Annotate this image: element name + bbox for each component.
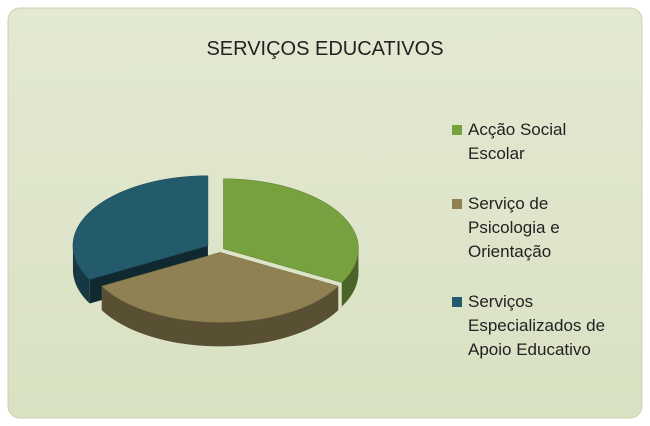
slice-side bbox=[72, 245, 90, 304]
legend-item: Acção Social Escolar bbox=[452, 118, 617, 166]
legend-label: Serviços Especializados de Apoio Educati… bbox=[468, 292, 606, 359]
legend-swatch bbox=[452, 199, 462, 209]
legend-label: Serviço de Psicologia e Orientação bbox=[468, 194, 560, 261]
slice-side bbox=[101, 286, 339, 347]
chart-title: SERVIÇOS EDUCATIVOS bbox=[206, 38, 443, 60]
legend: Acção Social Escolar Serviço de Psicologi… bbox=[452, 118, 617, 388]
legend-item: Serviço de Psicologia e Orientação bbox=[452, 192, 617, 264]
slice bbox=[72, 175, 209, 280]
legend-item: Serviços Especializados de Apoio Educati… bbox=[452, 290, 617, 362]
slice-side bbox=[341, 248, 359, 307]
slice bbox=[223, 178, 359, 283]
legend-swatch bbox=[452, 297, 462, 307]
legend-label: Acção Social Escolar bbox=[468, 120, 567, 163]
legend-swatch bbox=[452, 125, 462, 135]
slice bbox=[101, 252, 339, 323]
